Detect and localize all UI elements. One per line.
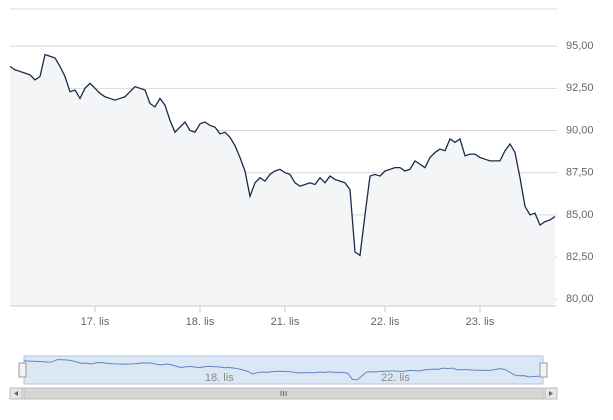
x-tick-label: 18. lis: [186, 316, 215, 328]
x-tick-label: 23. lis: [466, 316, 495, 328]
x-tick-label: 17. lis: [81, 316, 110, 328]
y-tick-label: 82,50: [566, 251, 594, 263]
y-tick-label: 85,00: [566, 209, 594, 221]
navigator-line: [23, 359, 544, 381]
scrollbar-arrow: [14, 391, 18, 396]
y-tick-label: 92,50: [566, 82, 594, 94]
navigator-handle[interactable]: [18, 362, 27, 378]
plot: [9, 45, 557, 306]
y-tick-label: 95,00: [566, 40, 594, 52]
x-tick-label: 22. lis: [371, 316, 400, 328]
navigator: 18. lis 22. lis: [23, 359, 544, 384]
price-line: [9, 53, 556, 257]
y-tick-label: 87,50: [566, 167, 594, 179]
navigator-handle[interactable]: [539, 362, 548, 378]
y-tick-label: 90,00: [566, 124, 594, 136]
x-tick-label: 21. lis: [271, 316, 300, 328]
area: [10, 54, 555, 306]
scrollbar-arrow: [549, 391, 553, 396]
scrollbar-grip: [280, 391, 287, 396]
navigator-label: 22. lis: [381, 372, 410, 384]
navigator-label: 18. lis: [205, 372, 234, 384]
y-tick-label: 80,00: [566, 293, 594, 305]
